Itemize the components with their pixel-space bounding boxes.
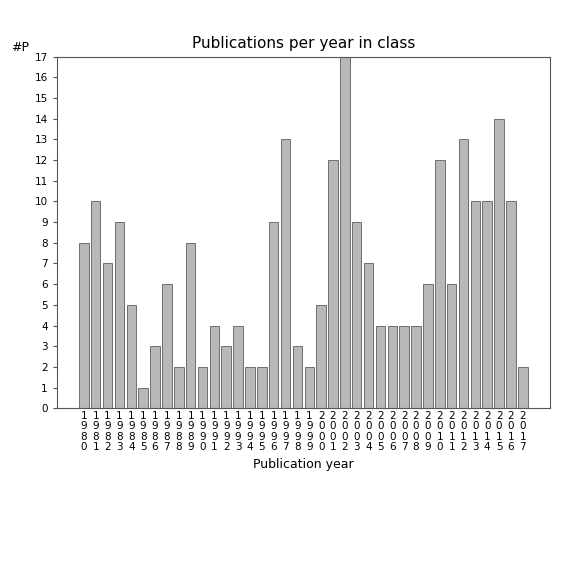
Bar [435, 160, 445, 408]
Bar [269, 222, 278, 408]
Bar [150, 346, 160, 408]
Bar [494, 119, 504, 408]
Bar [506, 201, 516, 408]
Bar [293, 346, 302, 408]
Bar [423, 284, 433, 408]
Bar [376, 325, 385, 408]
Title: Publications per year in class: Publications per year in class [192, 36, 415, 52]
Bar [174, 367, 184, 408]
Bar [234, 325, 243, 408]
Bar [364, 264, 373, 408]
Bar [138, 388, 148, 408]
Bar [115, 222, 124, 408]
Bar [447, 284, 456, 408]
Bar [162, 284, 172, 408]
Bar [328, 160, 338, 408]
Bar [186, 243, 196, 408]
Bar [210, 325, 219, 408]
Text: #P: #P [11, 41, 29, 54]
Bar [471, 201, 480, 408]
Bar [352, 222, 362, 408]
Bar [257, 367, 266, 408]
Bar [340, 57, 350, 408]
X-axis label: Publication year: Publication year [253, 458, 354, 471]
Bar [198, 367, 208, 408]
Bar [518, 367, 527, 408]
Bar [245, 367, 255, 408]
Bar [222, 346, 231, 408]
Bar [281, 139, 290, 408]
Bar [79, 243, 88, 408]
Bar [388, 325, 397, 408]
Bar [91, 201, 100, 408]
Bar [103, 264, 112, 408]
Bar [126, 305, 136, 408]
Bar [459, 139, 468, 408]
Bar [304, 367, 314, 408]
Bar [316, 305, 326, 408]
Bar [411, 325, 421, 408]
Bar [399, 325, 409, 408]
Bar [483, 201, 492, 408]
